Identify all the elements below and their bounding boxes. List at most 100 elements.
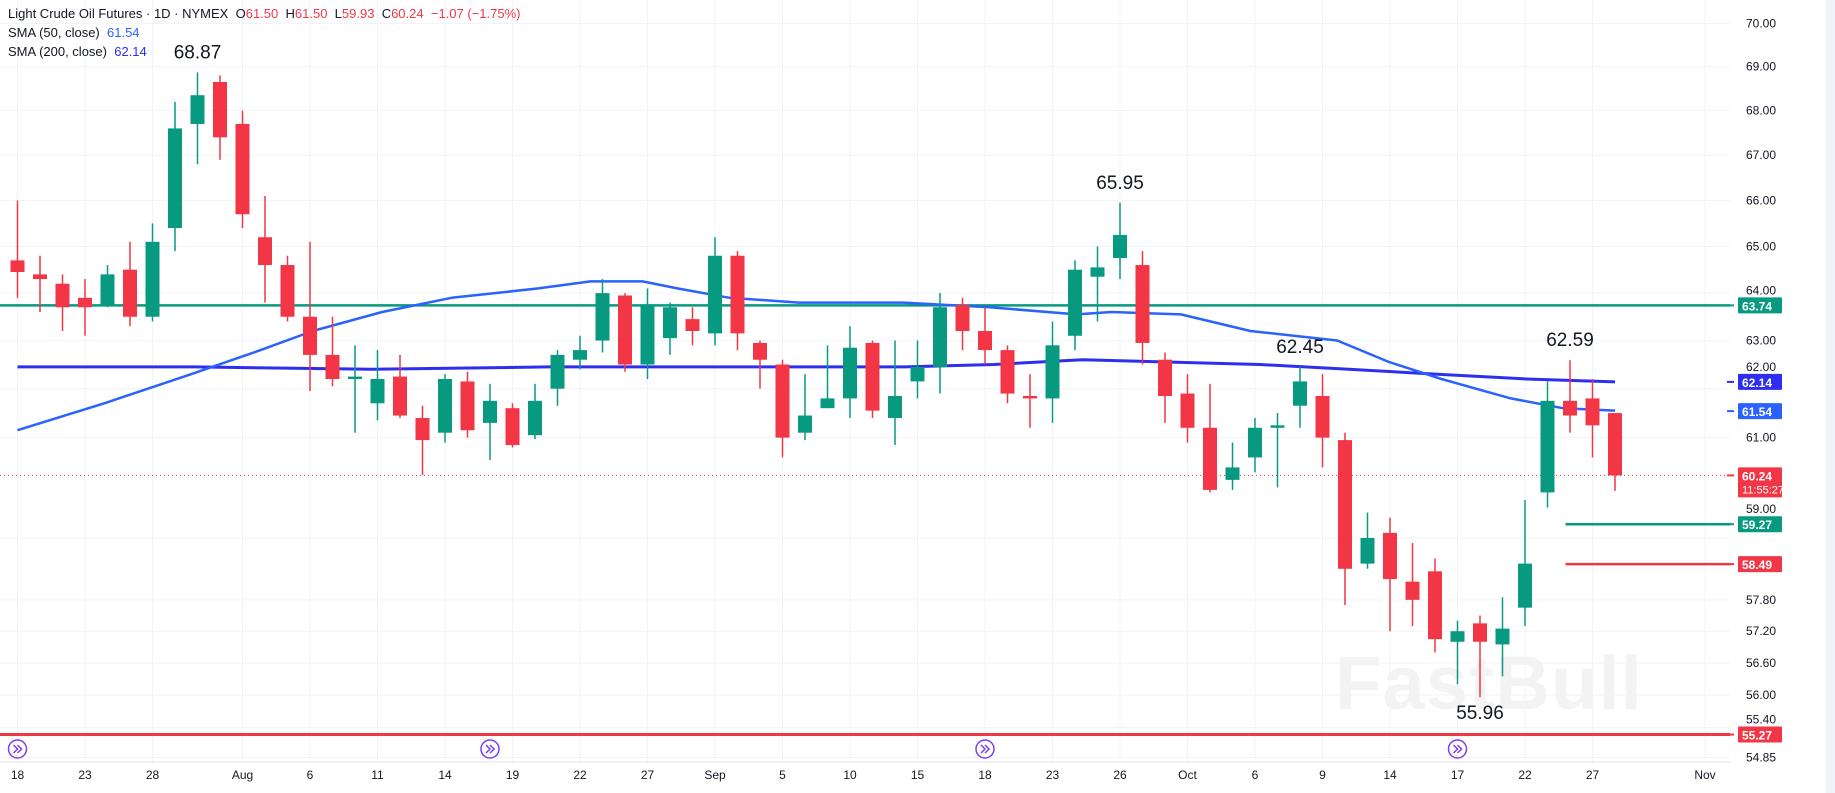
candle-body[interactable]: [123, 269, 137, 317]
time-axis-tick: 14: [1383, 768, 1397, 782]
price-axis-tick: 62.00: [1746, 360, 1776, 374]
event-marker-icon[interactable]: [1447, 739, 1468, 759]
candle-body[interactable]: [775, 364, 790, 438]
candle-body[interactable]: [303, 316, 317, 355]
candle-body[interactable]: [1158, 359, 1172, 396]
time-axis-tick: 18: [11, 768, 25, 782]
candle-body[interactable]: [1405, 581, 1420, 600]
event-marker-icon[interactable]: [7, 739, 28, 759]
candle-body[interactable]: [460, 381, 475, 431]
candle-body[interactable]: [685, 319, 700, 331]
candle-body[interactable]: [1338, 440, 1352, 569]
high-label: H: [285, 6, 295, 21]
candle-body[interactable]: [1248, 427, 1262, 458]
candle-body[interactable]: [55, 283, 70, 308]
low-label: L: [334, 6, 342, 21]
candle-body[interactable]: [640, 304, 655, 365]
candle-body[interactable]: [1045, 345, 1060, 399]
candle-body[interactable]: [1608, 413, 1622, 476]
candle-body[interactable]: [933, 307, 947, 367]
symbol-title[interactable]: Light Crude Oil Futures · 1D · NYMEX: [8, 6, 229, 21]
candle-body[interactable]: [595, 293, 610, 341]
candle-body[interactable]: [235, 123, 250, 215]
candle-body[interactable]: [798, 415, 812, 433]
candle-body[interactable]: [888, 395, 902, 418]
candle-body[interactable]: [528, 400, 542, 436]
candle-body[interactable]: [1180, 393, 1195, 428]
candle-body[interactable]: [33, 274, 47, 280]
candle-body[interactable]: [1113, 234, 1127, 259]
candle-body[interactable]: [370, 379, 385, 404]
candle-body[interactable]: [325, 354, 340, 380]
candle-body[interactable]: [1360, 537, 1375, 564]
candle-body[interactable]: [1293, 381, 1307, 406]
candle-body[interactable]: [1518, 563, 1532, 608]
candle-body[interactable]: [393, 376, 407, 416]
candle-body[interactable]: [910, 366, 925, 382]
candle-body[interactable]: [708, 255, 722, 334]
candle-body[interactable]: [663, 307, 677, 339]
candle-body[interactable]: [1315, 395, 1330, 438]
candle-body[interactable]: [145, 241, 160, 317]
time-axis-tick: 22: [573, 768, 587, 782]
candle-body[interactable]: [1450, 631, 1465, 642]
candle-body[interactable]: [168, 128, 182, 228]
level-label-badge-text: 58.49: [1742, 558, 1772, 572]
time-axis-tick: 6: [307, 768, 314, 782]
candle-body[interactable]: [843, 347, 857, 399]
candle-body[interactable]: [1383, 532, 1397, 580]
candle-body[interactable]: [730, 255, 745, 334]
sma50-legend[interactable]: SMA (50, close) 61.54: [8, 23, 520, 42]
candle-body[interactable]: [348, 376, 362, 380]
candle-body[interactable]: [258, 237, 272, 266]
candle-body[interactable]: [1000, 350, 1015, 394]
candle-body[interactable]: [573, 350, 587, 360]
price-axis-tick: 70.00: [1746, 16, 1776, 30]
time-axis-tick: 6: [1252, 768, 1259, 782]
level-label-badge-text: 59.27: [1742, 518, 1772, 532]
countdown-text: 11:55:27: [1742, 484, 1784, 496]
candle-body[interactable]: [438, 379, 452, 433]
candle-body[interactable]: [100, 274, 115, 305]
candle-body[interactable]: [1068, 269, 1082, 336]
candle-body[interactable]: [550, 354, 565, 389]
candle-body[interactable]: [978, 330, 992, 351]
candle-body[interactable]: [505, 408, 520, 446]
candle-body[interactable]: [1203, 427, 1217, 490]
candle-body[interactable]: [1225, 467, 1240, 480]
candle-body[interactable]: [1495, 628, 1510, 645]
event-marker-icon[interactable]: [480, 739, 500, 759]
candle-body[interactable]: [1428, 571, 1442, 640]
candle-body[interactable]: [10, 260, 25, 273]
candle-body[interactable]: [78, 297, 92, 308]
event-marker-icon[interactable]: [975, 739, 995, 759]
candle-body[interactable]: [865, 342, 880, 411]
candle-body[interactable]: [1563, 400, 1577, 416]
candle-body[interactable]: [1023, 395, 1037, 399]
candle-body[interactable]: [618, 295, 632, 365]
candle-body[interactable]: [280, 265, 295, 317]
candle-body[interactable]: [1090, 267, 1105, 277]
candle-body[interactable]: [753, 342, 767, 360]
price-axis-tick: 57.80: [1746, 593, 1776, 607]
level-label-badge-text: 63.74: [1742, 299, 1772, 313]
candle-body[interactable]: [1135, 265, 1150, 343]
candle-body[interactable]: [415, 417, 430, 441]
candle-body[interactable]: [483, 400, 497, 423]
price-axis-tick: 56.60: [1746, 656, 1776, 670]
price-axis-tick: 56.00: [1746, 688, 1776, 702]
candle-body[interactable]: [955, 304, 970, 331]
candle-body[interactable]: [820, 398, 835, 409]
last-price-label-badge-text: 60.24: [1742, 469, 1772, 483]
price-axis[interactable]: [1730, 0, 1826, 793]
sma50-label: SMA (50, close): [8, 25, 100, 40]
candle-body[interactable]: [1540, 400, 1555, 493]
candle-body[interactable]: [1585, 398, 1600, 426]
candle-body[interactable]: [213, 82, 227, 138]
symbol-header: Light Crude Oil Futures · 1D · NYMEX O61…: [8, 4, 520, 23]
candle-body[interactable]: [1473, 623, 1487, 642]
sma200-legend[interactable]: SMA (200, close) 62.14: [8, 42, 520, 61]
candle-body[interactable]: [190, 95, 205, 124]
candle-body[interactable]: [1270, 425, 1285, 428]
